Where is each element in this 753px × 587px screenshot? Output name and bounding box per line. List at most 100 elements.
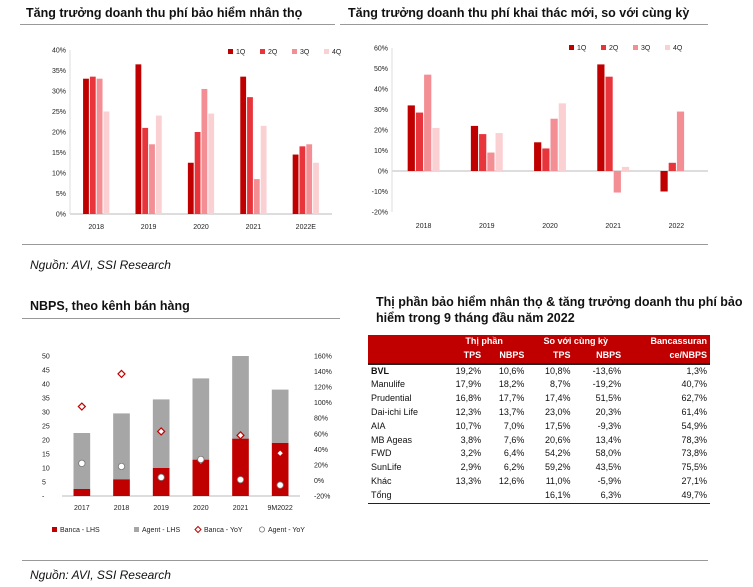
bar-4q: [432, 127, 440, 171]
y-left-tick-label: 50: [42, 354, 50, 361]
bar-4q: [155, 115, 162, 214]
table-cell: 10,8%: [527, 362, 574, 379]
table-cell: 7,0%: [503, 420, 525, 431]
legend-swatch: [569, 45, 574, 50]
y-tick-label: 30%: [52, 89, 66, 96]
x-tick-label: 2017: [74, 505, 90, 512]
marker-agent-yoy: [117, 462, 126, 471]
table-row: Manulife 17,9% 18,2% 8,7% -19,2% 40,7%: [368, 378, 710, 392]
legend-swatch: [52, 527, 57, 532]
y-left-tick-label: -: [42, 494, 45, 501]
chart3-plot: - 5 10 15 20 25 30 35 40 45 50 -20% 0% 20% 40% 60% 80% 10…: [42, 354, 332, 535]
y-tick-label: 20%: [374, 128, 388, 135]
bar-3q: [253, 179, 260, 214]
y-left-tick-label: 25: [42, 424, 50, 431]
table-cell: 23,0%: [545, 406, 571, 417]
marker-banca-yoy: [236, 430, 245, 440]
marker-agent-yoy: [157, 473, 165, 481]
x-tick-label: 2018: [416, 223, 432, 230]
x-tick-label: 2020: [542, 223, 558, 230]
table-cell: 12,6%: [498, 475, 525, 486]
bar-3q: [96, 78, 103, 214]
x-tick-label: 2019: [141, 224, 157, 231]
bar-4q: [495, 133, 503, 171]
marker-banca-yoy: [117, 369, 126, 379]
legend-label: 1Q: [577, 45, 587, 52]
y-tick-label: 0%: [378, 169, 388, 176]
divider: [340, 24, 708, 25]
table-cell: BVL: [368, 362, 441, 379]
table-group-header-cell: So với cùng kỳ: [527, 335, 625, 349]
table-cell: AIA: [371, 420, 386, 431]
table-cell: Dai-ichi Life: [371, 406, 419, 417]
table-cell: 13,4%: [595, 434, 622, 445]
table-cell: 10,6%: [484, 362, 528, 379]
bar-4q: [208, 113, 215, 214]
table-cell: 6,4%: [503, 448, 525, 459]
bar-4q: [260, 125, 267, 214]
divider: [22, 318, 340, 319]
bar-4q: [313, 162, 319, 214]
y-tick-label: 10%: [374, 148, 388, 155]
bar-banca: [73, 489, 91, 496]
y-right-tick-label: 80%: [314, 416, 328, 423]
table-cell: 3,2%: [460, 448, 482, 459]
table-sub-header-cell: ce/NBPS: [624, 348, 710, 365]
table-row: Tổng 16,1% 6,3% 49,7%: [368, 488, 710, 504]
table-cell: 2,9%: [460, 462, 482, 473]
table-cell: 17,5%: [545, 420, 571, 431]
x-tick-label: 2018: [114, 505, 130, 512]
bar-2q: [194, 132, 201, 214]
table-cell: 61,4%: [681, 406, 707, 417]
legend-label: 4Q: [673, 45, 683, 52]
y-right-tick-label: -20%: [314, 494, 330, 501]
table-cell: 20,6%: [545, 434, 571, 445]
bar-2q: [299, 146, 306, 214]
table-cell: SunLife: [371, 462, 402, 473]
legend-label: Banca - LHS: [60, 527, 100, 534]
bar-1q: [534, 142, 542, 171]
table-cell: -5,9%: [597, 475, 622, 486]
table-title-line2: hiểm trong 9 tháng đầu năm 2022: [376, 311, 575, 325]
y-right-tick-label: 140%: [314, 369, 332, 376]
y-right-tick-label: 100%: [314, 400, 332, 407]
y-tick-label: 0%: [56, 212, 66, 219]
y-tick-label: 10%: [52, 171, 66, 178]
table-cell: 1,3%: [624, 362, 710, 379]
table-cell: 17,7%: [498, 393, 525, 404]
bar-3q: [613, 171, 621, 193]
bar-1q: [470, 125, 479, 171]
x-tick-label: 2021: [605, 223, 621, 230]
table-cell: FWD: [371, 448, 392, 459]
table-cell: Prudential: [371, 393, 412, 404]
bar-agent: [113, 413, 130, 480]
y-left-tick-label: 35: [42, 396, 50, 403]
y-tick-label: 25%: [52, 109, 66, 116]
bar-4q: [621, 166, 630, 171]
marker-banca-yoy: [275, 448, 285, 458]
table-cell: 10,7%: [455, 420, 482, 431]
chart3-title: NBPS, theo kênh bán hàng: [30, 299, 190, 313]
bar-1q: [660, 171, 668, 192]
table-group-header: Thị phần So với cùng kỳ Bancassuran: [368, 335, 710, 349]
table-cell: 13,3%: [455, 475, 482, 486]
y-left-tick-label: 10: [42, 466, 50, 473]
x-tick-label: 2021: [246, 224, 262, 231]
table-group-header-cell: Thị phần: [440, 335, 528, 349]
bar-2q: [605, 76, 613, 171]
chart2-title: Tăng trưởng doanh thu phí khai thác mới,…: [348, 6, 690, 20]
bar-4q: [103, 111, 110, 214]
y-tick-label: -10%: [372, 189, 388, 196]
x-tick-label: 2018: [88, 224, 104, 231]
y-left-tick-label: 30: [42, 410, 50, 417]
y-left-tick-label: 15: [42, 452, 50, 459]
table-cell: 54,2%: [545, 448, 571, 459]
table-cell: 11,0%: [545, 475, 571, 486]
bar-banca: [271, 442, 289, 496]
table-cell: 49,7%: [624, 488, 710, 504]
table-header-cell: [368, 335, 441, 349]
table-row: BVL 19,2% 10,6% 10,8% -13,6% 1,3%: [368, 362, 710, 379]
marker-banca-yoy: [77, 402, 87, 411]
table-cell: 20,3%: [595, 406, 622, 417]
divider: [20, 24, 335, 25]
